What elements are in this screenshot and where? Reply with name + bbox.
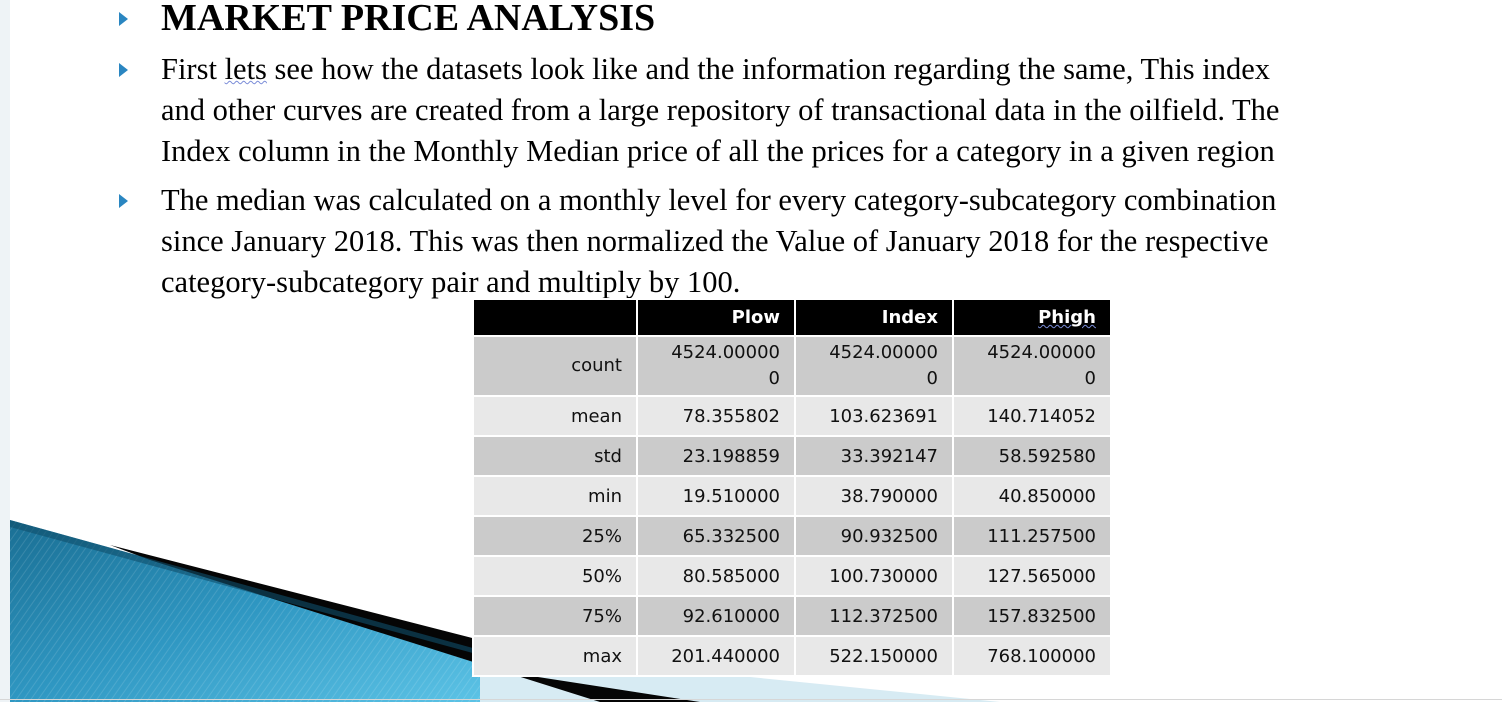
cell-phigh: 111.257500 [954,517,1110,555]
bullet-2-line-1: The median was calculated on a monthly l… [161,183,1277,217]
cell-plow: 23.198859 [638,437,794,475]
cell-plow: 92.610000 [638,597,794,635]
bullet-2-text: The median was calculated on a monthly l… [161,180,1461,303]
bullet-1-text: First lets see how the datasets look lik… [161,49,1461,172]
bullet-1-line-2: and other curves are created from a larg… [161,93,1280,127]
cell-plow: 201.440000 [638,637,794,675]
header-corner [474,300,636,335]
row-label: count [474,337,636,395]
row-label: mean [474,397,636,435]
table-row-count: count 4524.00000 0 4524.00000 0 4524.00000… [474,337,1110,395]
cell-index: 100.730000 [796,557,952,595]
header-plow: Plow [638,300,794,335]
cell-phigh: 140.714052 [954,397,1110,435]
row-label: min [474,477,636,515]
cell-plow: 65.332500 [638,517,794,555]
table-row-25pct: 25% 65.332500 90.932500 111.257500 [474,517,1110,555]
bottom-divider [0,699,1502,700]
title-bullet-icon [119,12,128,26]
cell-phigh: 4524.00000 0 [954,337,1110,395]
cell-plow: 80.585000 [638,557,794,595]
cell-phigh: 157.832500 [954,597,1110,635]
spellcheck-word[interactable]: lets [224,52,267,86]
cell-index: 90.932500 [796,517,952,555]
cell-plow: 78.355802 [638,397,794,435]
cell-index: 522.150000 [796,637,952,675]
cell-index: 38.790000 [796,477,952,515]
row-label: 25% [474,517,636,555]
row-label: 50% [474,557,636,595]
table-row-std: std 23.198859 33.392147 58.592580 [474,437,1110,475]
bullet-2-line-3: category-subcategory pair and multiply b… [161,265,741,299]
cell-plow: 19.510000 [638,477,794,515]
table-row-50pct: 50% 80.585000 100.730000 127.565000 [474,557,1110,595]
cell-index: 33.392147 [796,437,952,475]
describe-table[interactable]: Plow Index Phigh count 4524.00000 0 4524.… [472,298,1112,677]
cell-phigh: 58.592580 [954,437,1110,475]
header-index: Index [796,300,952,335]
cell-phigh: 40.850000 [954,477,1110,515]
table-row-max: max 201.440000 522.150000 768.100000 [474,637,1110,675]
table-row-75pct: 75% 92.610000 112.372500 157.832500 [474,597,1110,635]
swoosh-black-band [110,545,700,702]
table-row-mean: mean 78.355802 103.623691 140.714052 [474,397,1110,435]
bullet-2-line-2: since January 2018. This was then normal… [161,224,1269,258]
cell-index: 4524.00000 0 [796,337,952,395]
cell-plow: 4524.00000 0 [638,337,794,395]
bullet-1-line-3: Index column in the Monthly Median price… [161,134,1275,168]
row-label: std [474,437,636,475]
bullet-1-line-1: First lets see how the datasets look lik… [161,52,1271,86]
bullet-1-icon [119,63,128,77]
row-label: max [474,637,636,675]
cell-index: 103.623691 [796,397,952,435]
table-header-row: Plow Index Phigh [474,300,1110,335]
header-phigh: Phigh [954,300,1110,335]
cell-phigh: 127.565000 [954,557,1110,595]
table-row-min: min 19.510000 38.790000 40.850000 [474,477,1110,515]
cell-index: 112.372500 [796,597,952,635]
cell-phigh: 768.100000 [954,637,1110,675]
bullet-2-icon [119,194,128,208]
slide-title: MARKET PRICE ANALYSIS [161,0,656,39]
left-margin-strip [0,0,10,702]
row-label: 75% [474,597,636,635]
